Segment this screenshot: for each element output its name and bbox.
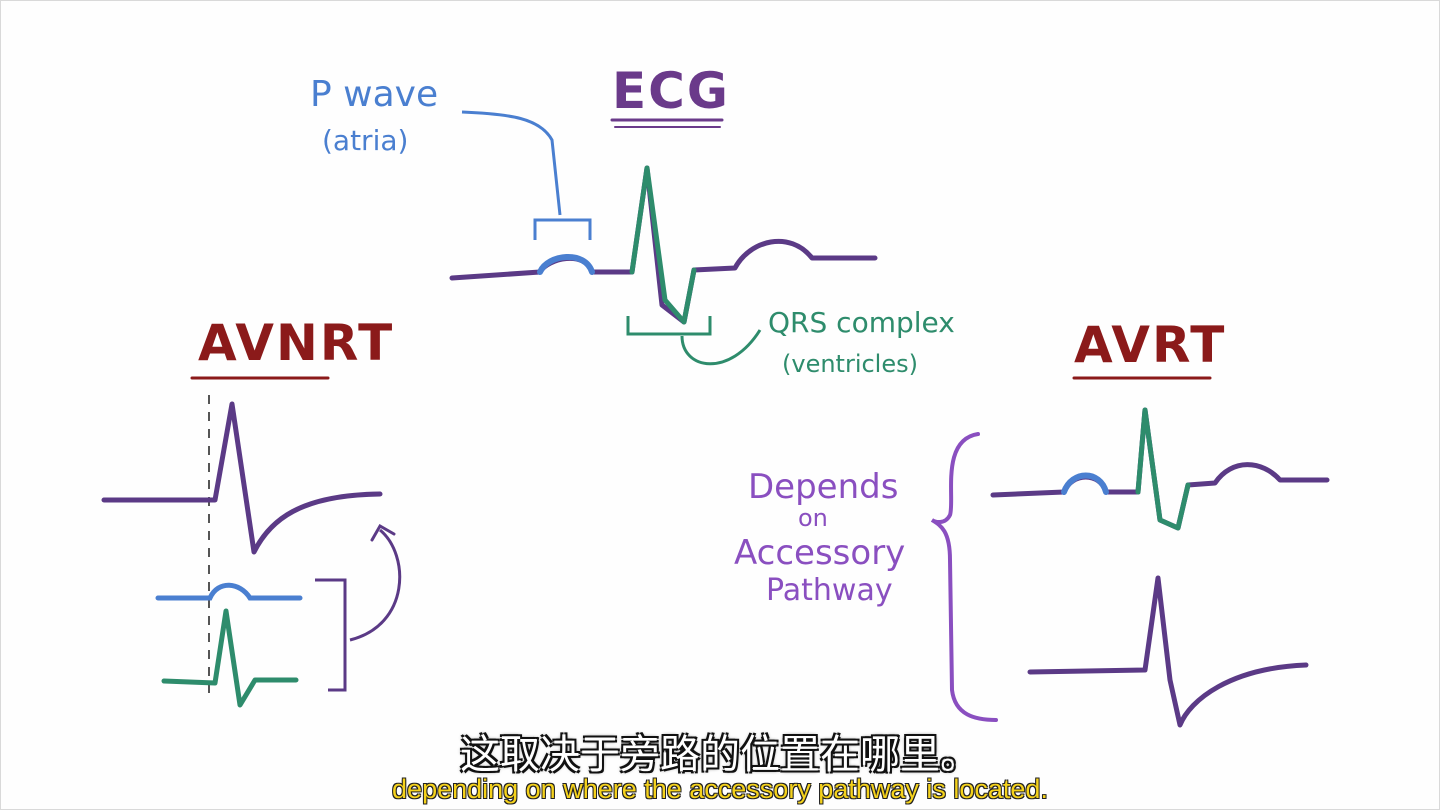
qrs-sublabel: (ventricles) <box>782 350 918 378</box>
avrt-title: AVRT <box>1074 316 1226 374</box>
depends-label-3: Accessory <box>734 533 905 573</box>
subtitle-english: depending on where the accessory pathway… <box>392 774 1048 804</box>
avnrt-p-wave-trace <box>155 582 303 601</box>
avnrt-qrs-trace <box>161 608 299 708</box>
avrt-qrs-highlight <box>1135 407 1191 531</box>
p-wave-pointer <box>461 110 562 216</box>
qrs-pointer <box>680 329 762 366</box>
avnrt-main-trace <box>101 401 383 555</box>
depends-label-2: on <box>798 504 828 532</box>
qrs-highlight <box>629 165 697 325</box>
avrt-curly-brace <box>930 432 998 722</box>
depends-label-4: Pathway <box>766 573 893 608</box>
avrt-lower-trace <box>1027 575 1309 728</box>
p-wave-sublabel: (atria) <box>322 124 408 157</box>
p-wave-bracket <box>533 218 592 240</box>
subtitle-chinese: 这取决于旁路的位置在哪里。 <box>460 732 980 778</box>
avnrt-combine-arrow <box>349 528 402 642</box>
arrow-head-icon <box>370 523 396 542</box>
p-wave-label: P wave <box>310 74 438 115</box>
qrs-label: QRS complex <box>768 306 955 339</box>
depends-label-1: Depends <box>748 467 898 507</box>
avrt-p-wave-highlight <box>1061 472 1109 495</box>
qrs-bracket <box>626 316 712 336</box>
p-wave-highlight <box>537 254 595 275</box>
ecg-title: ECG <box>612 62 730 120</box>
avnrt-title: AVNRT <box>198 314 394 372</box>
avnrt-combine-bracket <box>315 578 347 692</box>
